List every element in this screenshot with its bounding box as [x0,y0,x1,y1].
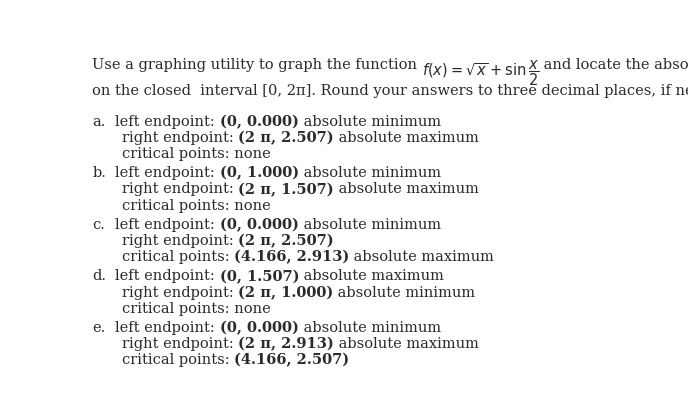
Text: absolute minimum: absolute minimum [299,321,441,335]
Text: left endpoint:: left endpoint: [116,269,220,284]
Text: absolute minimum: absolute minimum [333,286,475,300]
Text: (0, 0.000): (0, 0.000) [220,115,299,129]
Text: (2 π, 2.913): (2 π, 2.913) [238,337,334,352]
Text: and locate the absolute extrema of the function: and locate the absolute extrema of the f… [539,58,688,72]
Text: e.: e. [92,321,105,335]
Text: critical points: none: critical points: none [122,302,270,316]
Text: (0, 0.000): (0, 0.000) [220,218,299,232]
Text: critical points: none: critical points: none [122,147,270,161]
Text: (2 π, 2.507): (2 π, 2.507) [238,131,334,145]
Text: left endpoint:: left endpoint: [116,218,220,232]
Text: left endpoint:: left endpoint: [116,115,220,129]
Text: a.: a. [92,115,105,129]
Text: $f(x) = \sqrt{x} + \sin\dfrac{x}{2}$: $f(x) = \sqrt{x} + \sin\dfrac{x}{2}$ [422,58,539,88]
Text: (2 π, 1.507): (2 π, 1.507) [238,183,334,197]
Text: (4.166, 2.507): (4.166, 2.507) [234,354,349,367]
Text: critical points: none: critical points: none [122,199,270,213]
Text: d.: d. [92,269,106,284]
Text: Use a graphing utility to graph the function: Use a graphing utility to graph the func… [92,58,422,72]
Text: (4.166, 2.913): (4.166, 2.913) [234,250,349,264]
Text: (2 π, 2.507): (2 π, 2.507) [238,234,334,248]
Text: absolute minimum: absolute minimum [299,166,441,180]
Text: right endpoint:: right endpoint: [122,183,238,197]
Text: absolute maximum: absolute maximum [334,183,479,197]
Text: right endpoint:: right endpoint: [122,337,238,351]
Text: absolute minimum: absolute minimum [299,218,441,232]
Text: (0, 1.507): (0, 1.507) [220,269,299,284]
Text: left endpoint:: left endpoint: [116,166,220,180]
Text: (2 π, 1.000): (2 π, 1.000) [238,286,333,300]
Text: b.: b. [92,166,106,180]
Text: on the closed  interval [0, 2π]. Round your answers to three decimal places, if : on the closed interval [0, 2π]. Round yo… [92,84,688,98]
Text: right endpoint:: right endpoint: [122,131,238,145]
Text: absolute maximum: absolute maximum [334,337,479,351]
Text: critical points:: critical points: [122,250,234,264]
Text: c.: c. [92,218,105,232]
Text: absolute maximum: absolute maximum [349,250,494,264]
Text: critical points:: critical points: [122,354,234,367]
Text: right endpoint:: right endpoint: [122,286,238,300]
Text: absolute maximum: absolute maximum [299,269,444,284]
Text: absolute maximum: absolute maximum [334,131,479,145]
Text: right endpoint:: right endpoint: [122,234,238,248]
Text: (0, 1.000): (0, 1.000) [220,166,299,181]
Text: absolute minimum: absolute minimum [299,115,441,129]
Text: (0, 0.000): (0, 0.000) [220,321,299,335]
Text: left endpoint:: left endpoint: [116,321,220,335]
